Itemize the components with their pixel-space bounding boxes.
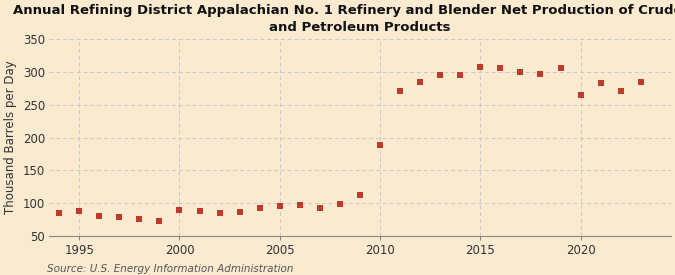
Point [74,209,84,213]
Point [535,71,546,76]
Point [475,65,486,69]
Point [595,81,606,86]
Text: Source: U.S. Energy Information Administration: Source: U.S. Energy Information Administ… [47,264,294,274]
Point [414,80,425,84]
Point [134,217,144,222]
Point [114,215,125,220]
Point [335,202,346,207]
Point [495,66,506,70]
Point [274,204,285,208]
Point [315,205,325,210]
Point [616,88,626,93]
Point [555,66,566,70]
Point [575,93,586,97]
Point [294,203,305,207]
Point [435,73,446,78]
Point [354,192,365,197]
Point [455,73,466,78]
Title: Annual Refining District Appalachian No. 1 Refinery and Blender Net Production o: Annual Refining District Appalachian No.… [13,4,675,34]
Point [515,70,526,75]
Point [174,207,185,212]
Point [154,219,165,223]
Y-axis label: Thousand Barrels per Day: Thousand Barrels per Day [4,61,17,215]
Point [94,214,105,218]
Point [214,211,225,215]
Point [635,80,646,84]
Point [395,88,406,93]
Point [375,143,385,148]
Point [254,205,265,210]
Point [54,211,65,215]
Point [234,209,245,214]
Point [194,209,205,213]
